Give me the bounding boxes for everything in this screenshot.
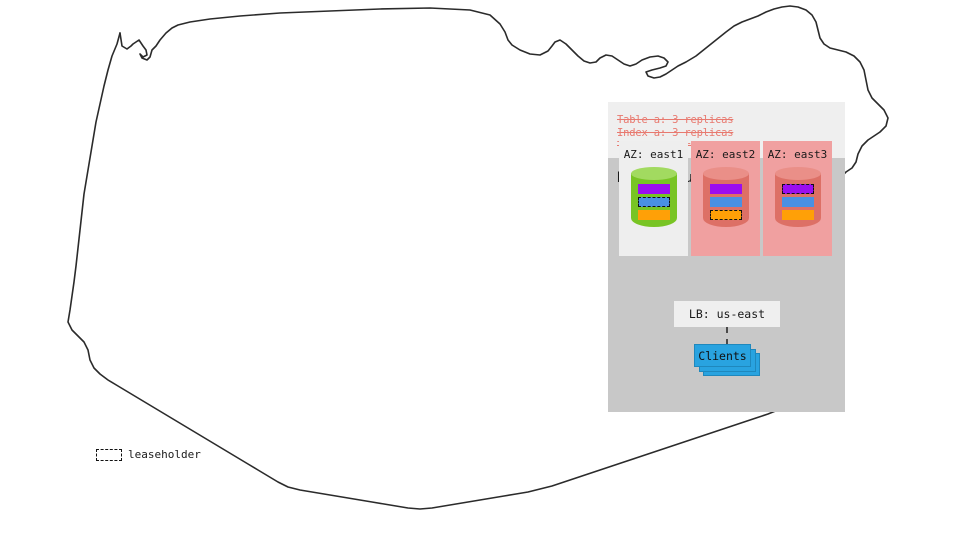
dashed-rect-icon	[96, 448, 122, 461]
load-balancer-box[interactable]: LB: us-east	[674, 301, 780, 327]
clients-label: Clients	[698, 348, 747, 363]
range-block-table-a-leaseholder	[781, 184, 814, 194]
node-cylinder-east1	[630, 167, 677, 233]
range-block-index-a	[709, 197, 742, 207]
az-box-east1[interactable]: AZ: east1	[619, 141, 688, 256]
replica-note-index-a: Index a: 3 replicas	[617, 127, 734, 139]
lb-clients-connector	[726, 327, 728, 345]
legend-label: leaseholder	[128, 448, 201, 461]
cylinder-top	[774, 167, 821, 180]
range-block-table-b-leaseholder	[709, 210, 742, 220]
range-block-table-b	[781, 210, 814, 220]
cylinder-top	[702, 167, 749, 180]
range-block-table-b	[637, 210, 670, 220]
az-label-east1: AZ: east1	[623, 148, 684, 161]
replica-note-table-a: Table a: 3 replicas	[617, 114, 734, 126]
node-cylinder-east2	[702, 167, 749, 233]
range-block-index-a	[781, 197, 814, 207]
range-block-table-a	[637, 184, 670, 194]
az-box-east3[interactable]: AZ: east3	[763, 141, 832, 256]
load-balancer-label: LB: us-east	[688, 307, 766, 321]
az-label-east3: AZ: east3	[767, 148, 828, 161]
clients-stack[interactable]: Clients	[694, 344, 760, 376]
range-block-table-a	[709, 184, 742, 194]
node-cylinder-east3	[774, 167, 821, 233]
az-box-east2[interactable]: AZ: east2	[691, 141, 760, 256]
legend: leaseholder	[96, 448, 201, 461]
client-card-front: Clients	[694, 344, 751, 367]
cylinder-top	[630, 167, 677, 180]
az-label-east2: AZ: east2	[695, 148, 756, 161]
range-block-index-a-leaseholder	[637, 197, 670, 207]
